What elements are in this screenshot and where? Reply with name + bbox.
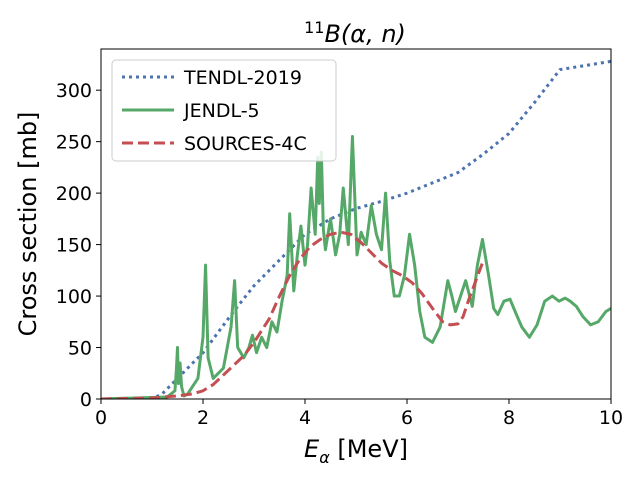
- x-label-subscript: α: [319, 448, 330, 467]
- legend-box: [111, 59, 337, 162]
- legend: TENDL-2019 JENDL-5 SOURCES-4C: [111, 59, 337, 162]
- series-layer: [101, 59, 611, 399]
- series-line-tendl-2019: [101, 59, 611, 399]
- legend-label-jendl: JENDL-5: [183, 100, 260, 122]
- title-main: B(α, n): [324, 20, 405, 48]
- x-label-symbol: E: [304, 435, 320, 463]
- x-tick-label: 8: [503, 407, 515, 429]
- y-tick-label: 200: [56, 183, 92, 205]
- series-line-sources-4c: [101, 230, 485, 399]
- y-tick-label: 100: [56, 286, 92, 308]
- y-axis-label: Cross section [mb]: [14, 112, 42, 337]
- y-tick-label: 50: [68, 338, 92, 360]
- x-tick-label: 0: [95, 407, 107, 429]
- y-tick-label: 300: [56, 80, 92, 102]
- x-label-unit: [MeV]: [330, 435, 408, 463]
- x-tick-label: 2: [197, 407, 209, 429]
- plot-frame: [100, 48, 612, 400]
- legend-label-tendl: TENDL-2019: [183, 67, 302, 89]
- y-tick-label: 150: [56, 235, 92, 257]
- x-axis-label: Eα [MeV]: [304, 435, 408, 467]
- title-superscript: 11: [304, 18, 324, 37]
- x-tick-label: 4: [299, 407, 311, 429]
- x-tick-label: 6: [401, 407, 413, 429]
- y-tick-label: 0: [80, 389, 92, 411]
- legend-label-sources: SOURCES-4C: [184, 133, 307, 155]
- chart-title: 11B(α, n): [304, 18, 406, 48]
- series-line-jendl-5: [101, 135, 611, 399]
- y-tick-label: 250: [56, 132, 92, 154]
- x-tick-label: 10: [599, 407, 623, 429]
